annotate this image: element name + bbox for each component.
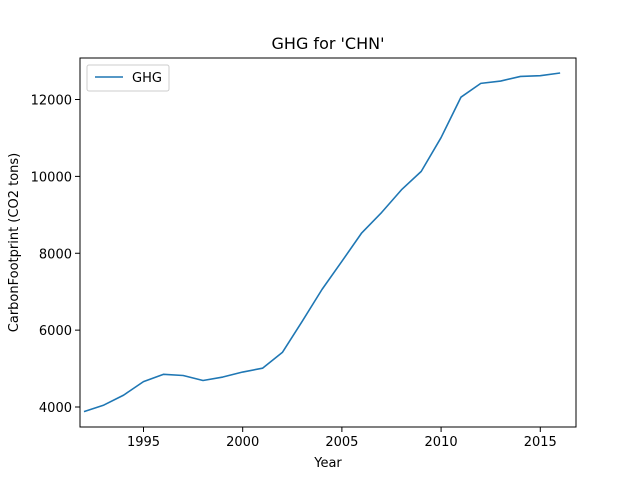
data-point — [103, 404, 105, 406]
x-tick-label: 2015 — [524, 435, 557, 450]
plot-area: 1995 2000 2005 2010 2015 4000 6000 8000 10000 12… — [31, 57, 577, 450]
legend: GHG — [86, 64, 170, 92]
axes-frame — [79, 57, 577, 428]
data-point — [420, 171, 422, 173]
x-tick-label: 2010 — [425, 435, 458, 450]
data-point — [341, 261, 343, 263]
series-line-ghg — [83, 72, 561, 413]
data-point — [242, 371, 244, 373]
data-point — [440, 137, 442, 139]
data-point — [381, 212, 383, 214]
x-tick-label: 2005 — [325, 435, 358, 450]
x-axis-label: Year — [313, 456, 342, 471]
x-tick-label: 2000 — [226, 435, 259, 450]
data-point — [143, 381, 145, 383]
data-point — [182, 375, 184, 377]
data-point — [222, 376, 224, 378]
y-tick-label: 12000 — [31, 94, 72, 109]
chart-title: GHG for 'CHN' — [272, 34, 385, 53]
y-axis-label: CarbonFootprint (CO2 tons) — [7, 153, 22, 332]
y-tick-label: 8000 — [39, 247, 72, 262]
data-point — [480, 83, 482, 85]
legend-label-ghg: GHG — [132, 71, 162, 86]
x-tick-label: 1995 — [127, 435, 160, 450]
data-point — [460, 96, 462, 98]
data-point — [520, 76, 522, 78]
legend-box — [86, 64, 170, 92]
data-point — [559, 72, 561, 74]
data-point — [83, 411, 85, 413]
y-axis: 4000 6000 8000 10000 12000 — [31, 94, 80, 416]
data-point — [123, 394, 125, 396]
data-point — [163, 374, 165, 376]
y-tick-label: 6000 — [39, 324, 72, 339]
y-tick-label: 10000 — [31, 170, 72, 185]
series-group — [83, 72, 561, 413]
data-point — [202, 380, 204, 382]
data-point — [282, 352, 284, 354]
data-point — [262, 367, 264, 369]
data-point — [361, 232, 363, 234]
x-axis: 1995 2000 2005 2010 2015 — [127, 427, 557, 450]
data-point — [321, 289, 323, 291]
data-point — [401, 189, 403, 191]
data-point — [539, 75, 541, 77]
y-tick-label: 4000 — [39, 401, 72, 416]
data-point — [301, 321, 303, 323]
data-point — [500, 80, 502, 82]
